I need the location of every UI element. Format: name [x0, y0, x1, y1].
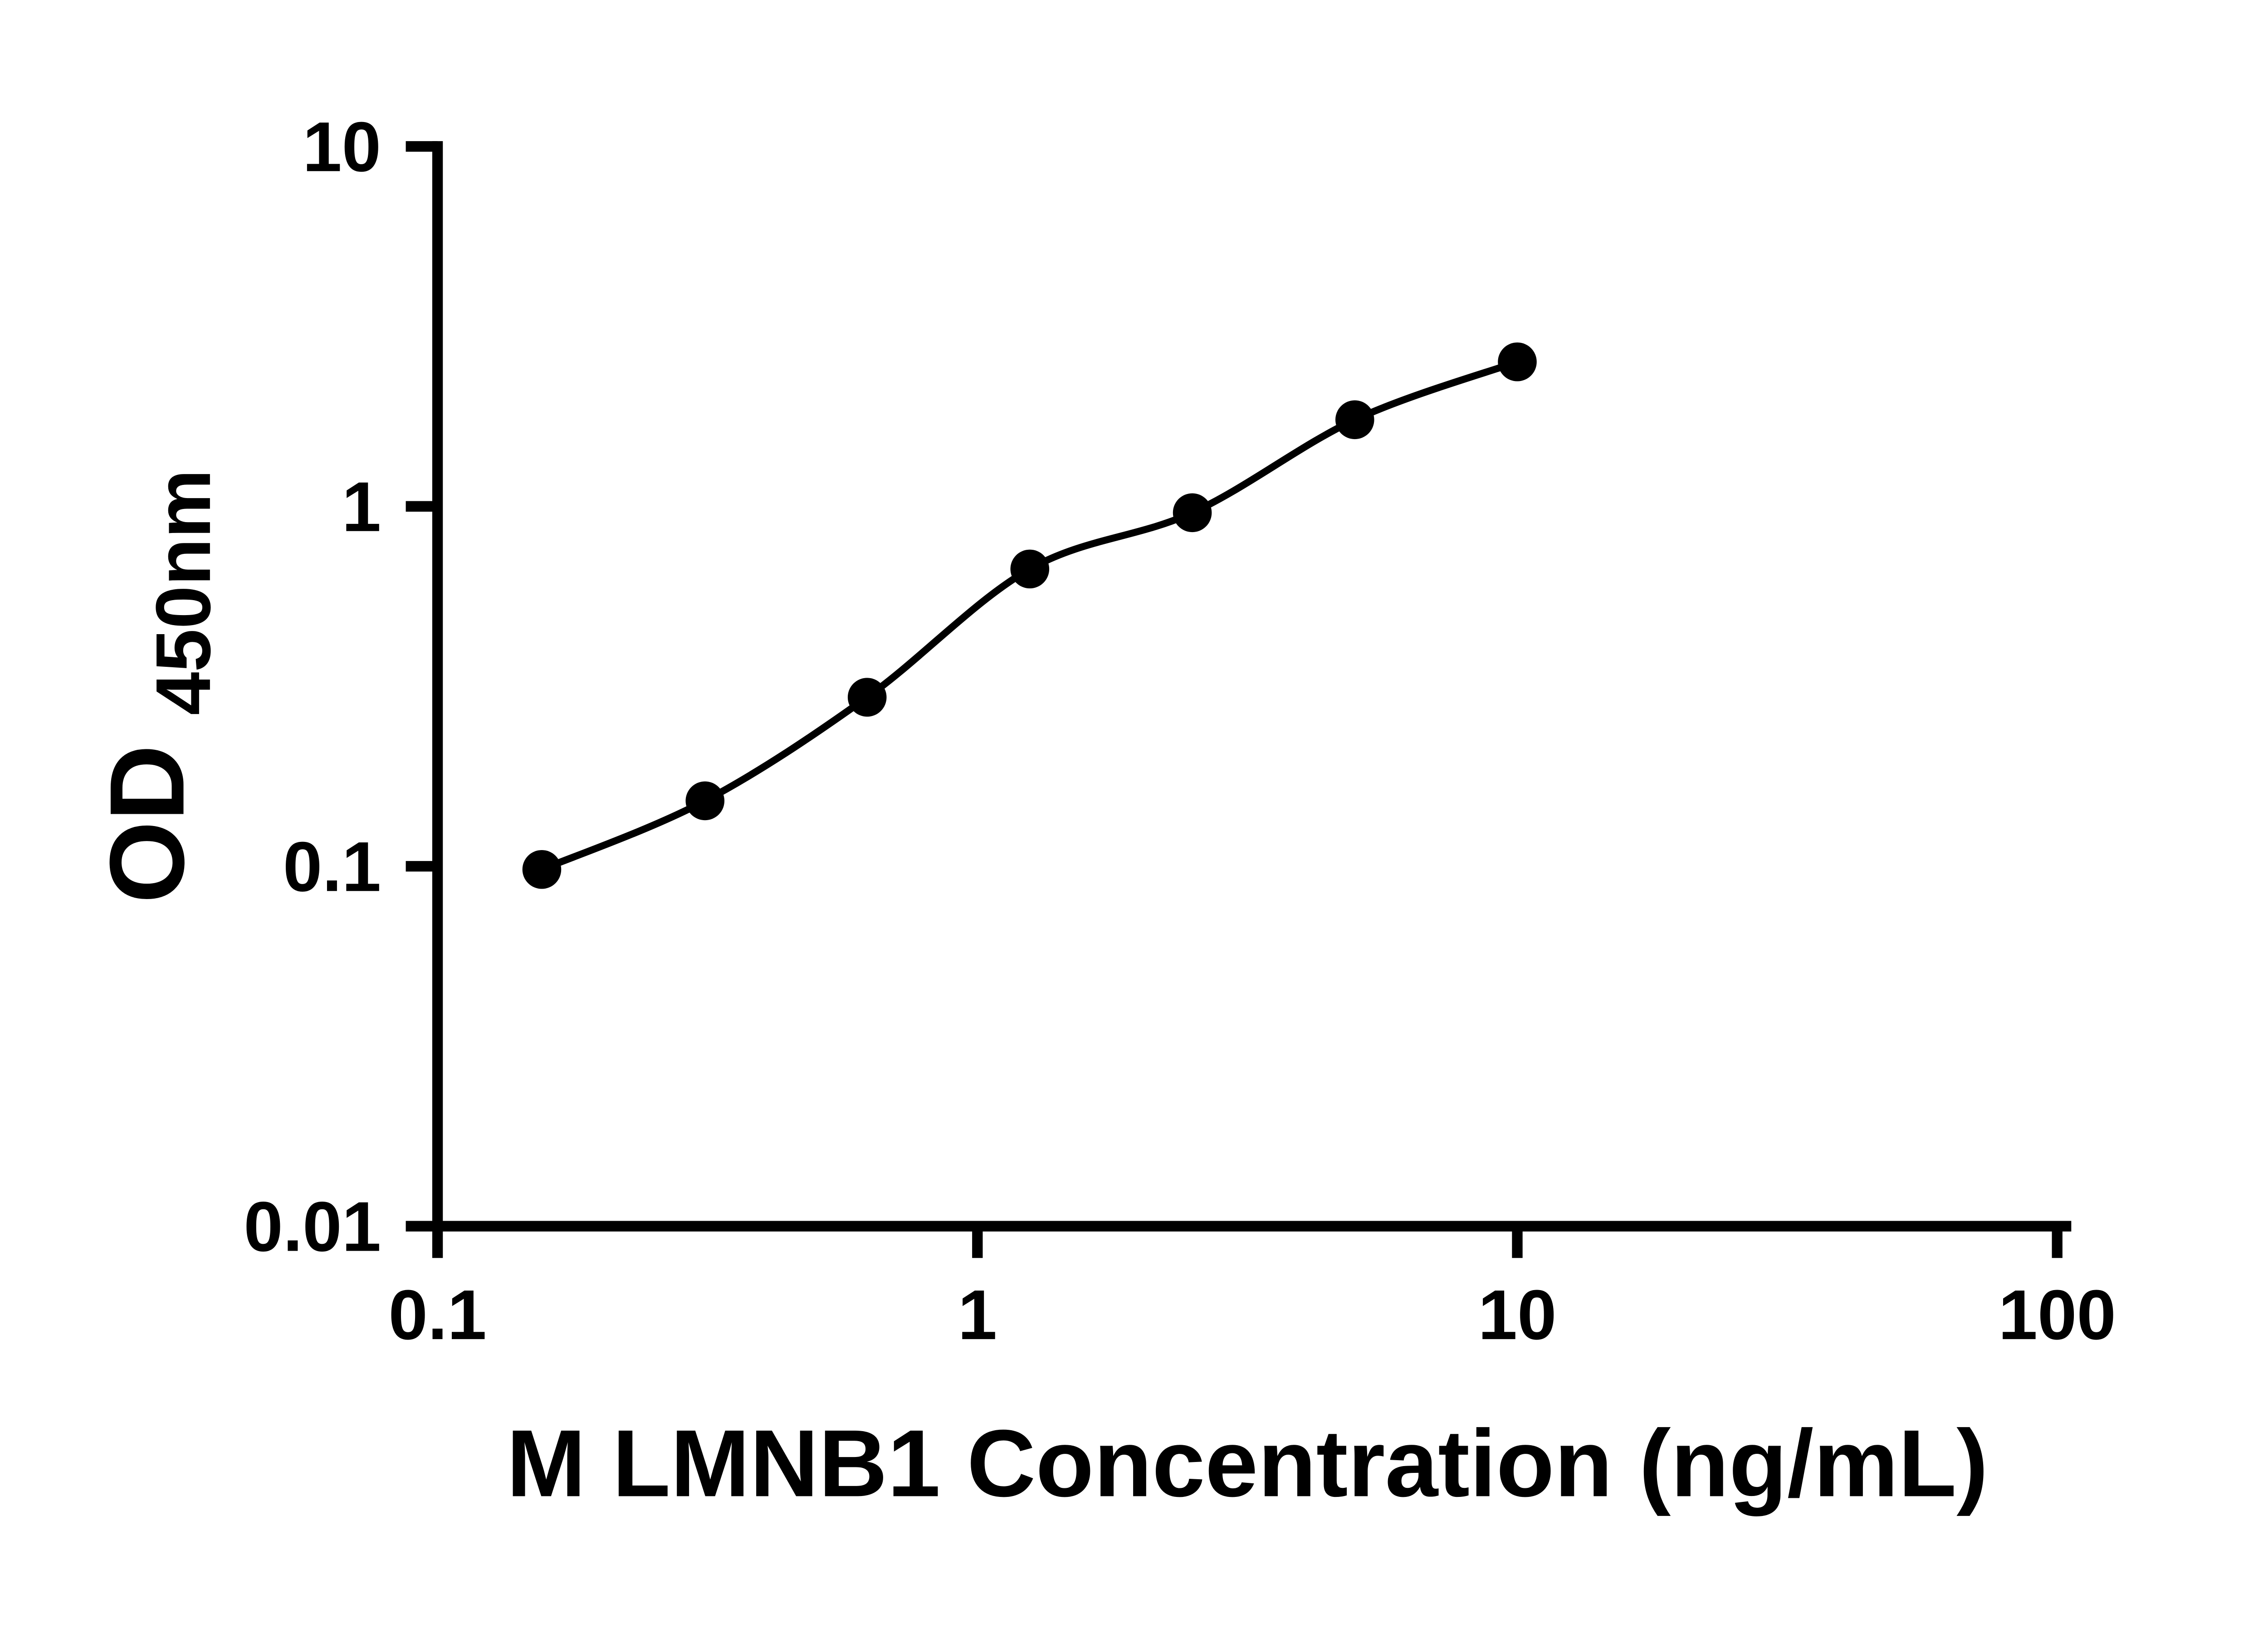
x-axis-tick-labels: 0.1 1 10 100	[388, 1275, 2116, 1354]
elisa-standard-curve-figure: 0.01 0.1 1 10 0.1 1 10 100 M LMNB1 Concentrati…	[88, 107, 2116, 1517]
y-axis-title: OD 450nm	[88, 469, 227, 903]
y-tick-label: 10	[303, 107, 381, 186]
data-point	[1335, 400, 1374, 440]
x-tick-label: 0.1	[388, 1275, 486, 1354]
data-point	[522, 850, 562, 889]
data-point	[847, 678, 887, 717]
x-tick-label: 1	[958, 1275, 997, 1354]
y-axis-title-main: OD	[88, 745, 206, 904]
y-axis-title-subscript: 450nm	[140, 469, 227, 715]
x-axis-ticks	[432, 1226, 2063, 1258]
x-axis-title: M LMNB1 Concentration (ng/mL)	[507, 1410, 1989, 1516]
y-tick-label: 0.01	[244, 1187, 381, 1266]
y-axis-tick-labels: 0.01 0.1 1 10	[244, 107, 381, 1266]
x-tick-label: 10	[1478, 1275, 1556, 1354]
axes	[432, 141, 2072, 1232]
y-tick-label: 1	[342, 467, 381, 546]
data-point	[685, 781, 725, 821]
x-tick-label: 100	[1998, 1275, 2116, 1354]
data-point	[1498, 342, 1537, 381]
data-point	[1173, 493, 1212, 533]
y-tick-label: 0.1	[283, 827, 381, 906]
data-points	[522, 342, 1537, 889]
data-point	[1010, 549, 1050, 589]
